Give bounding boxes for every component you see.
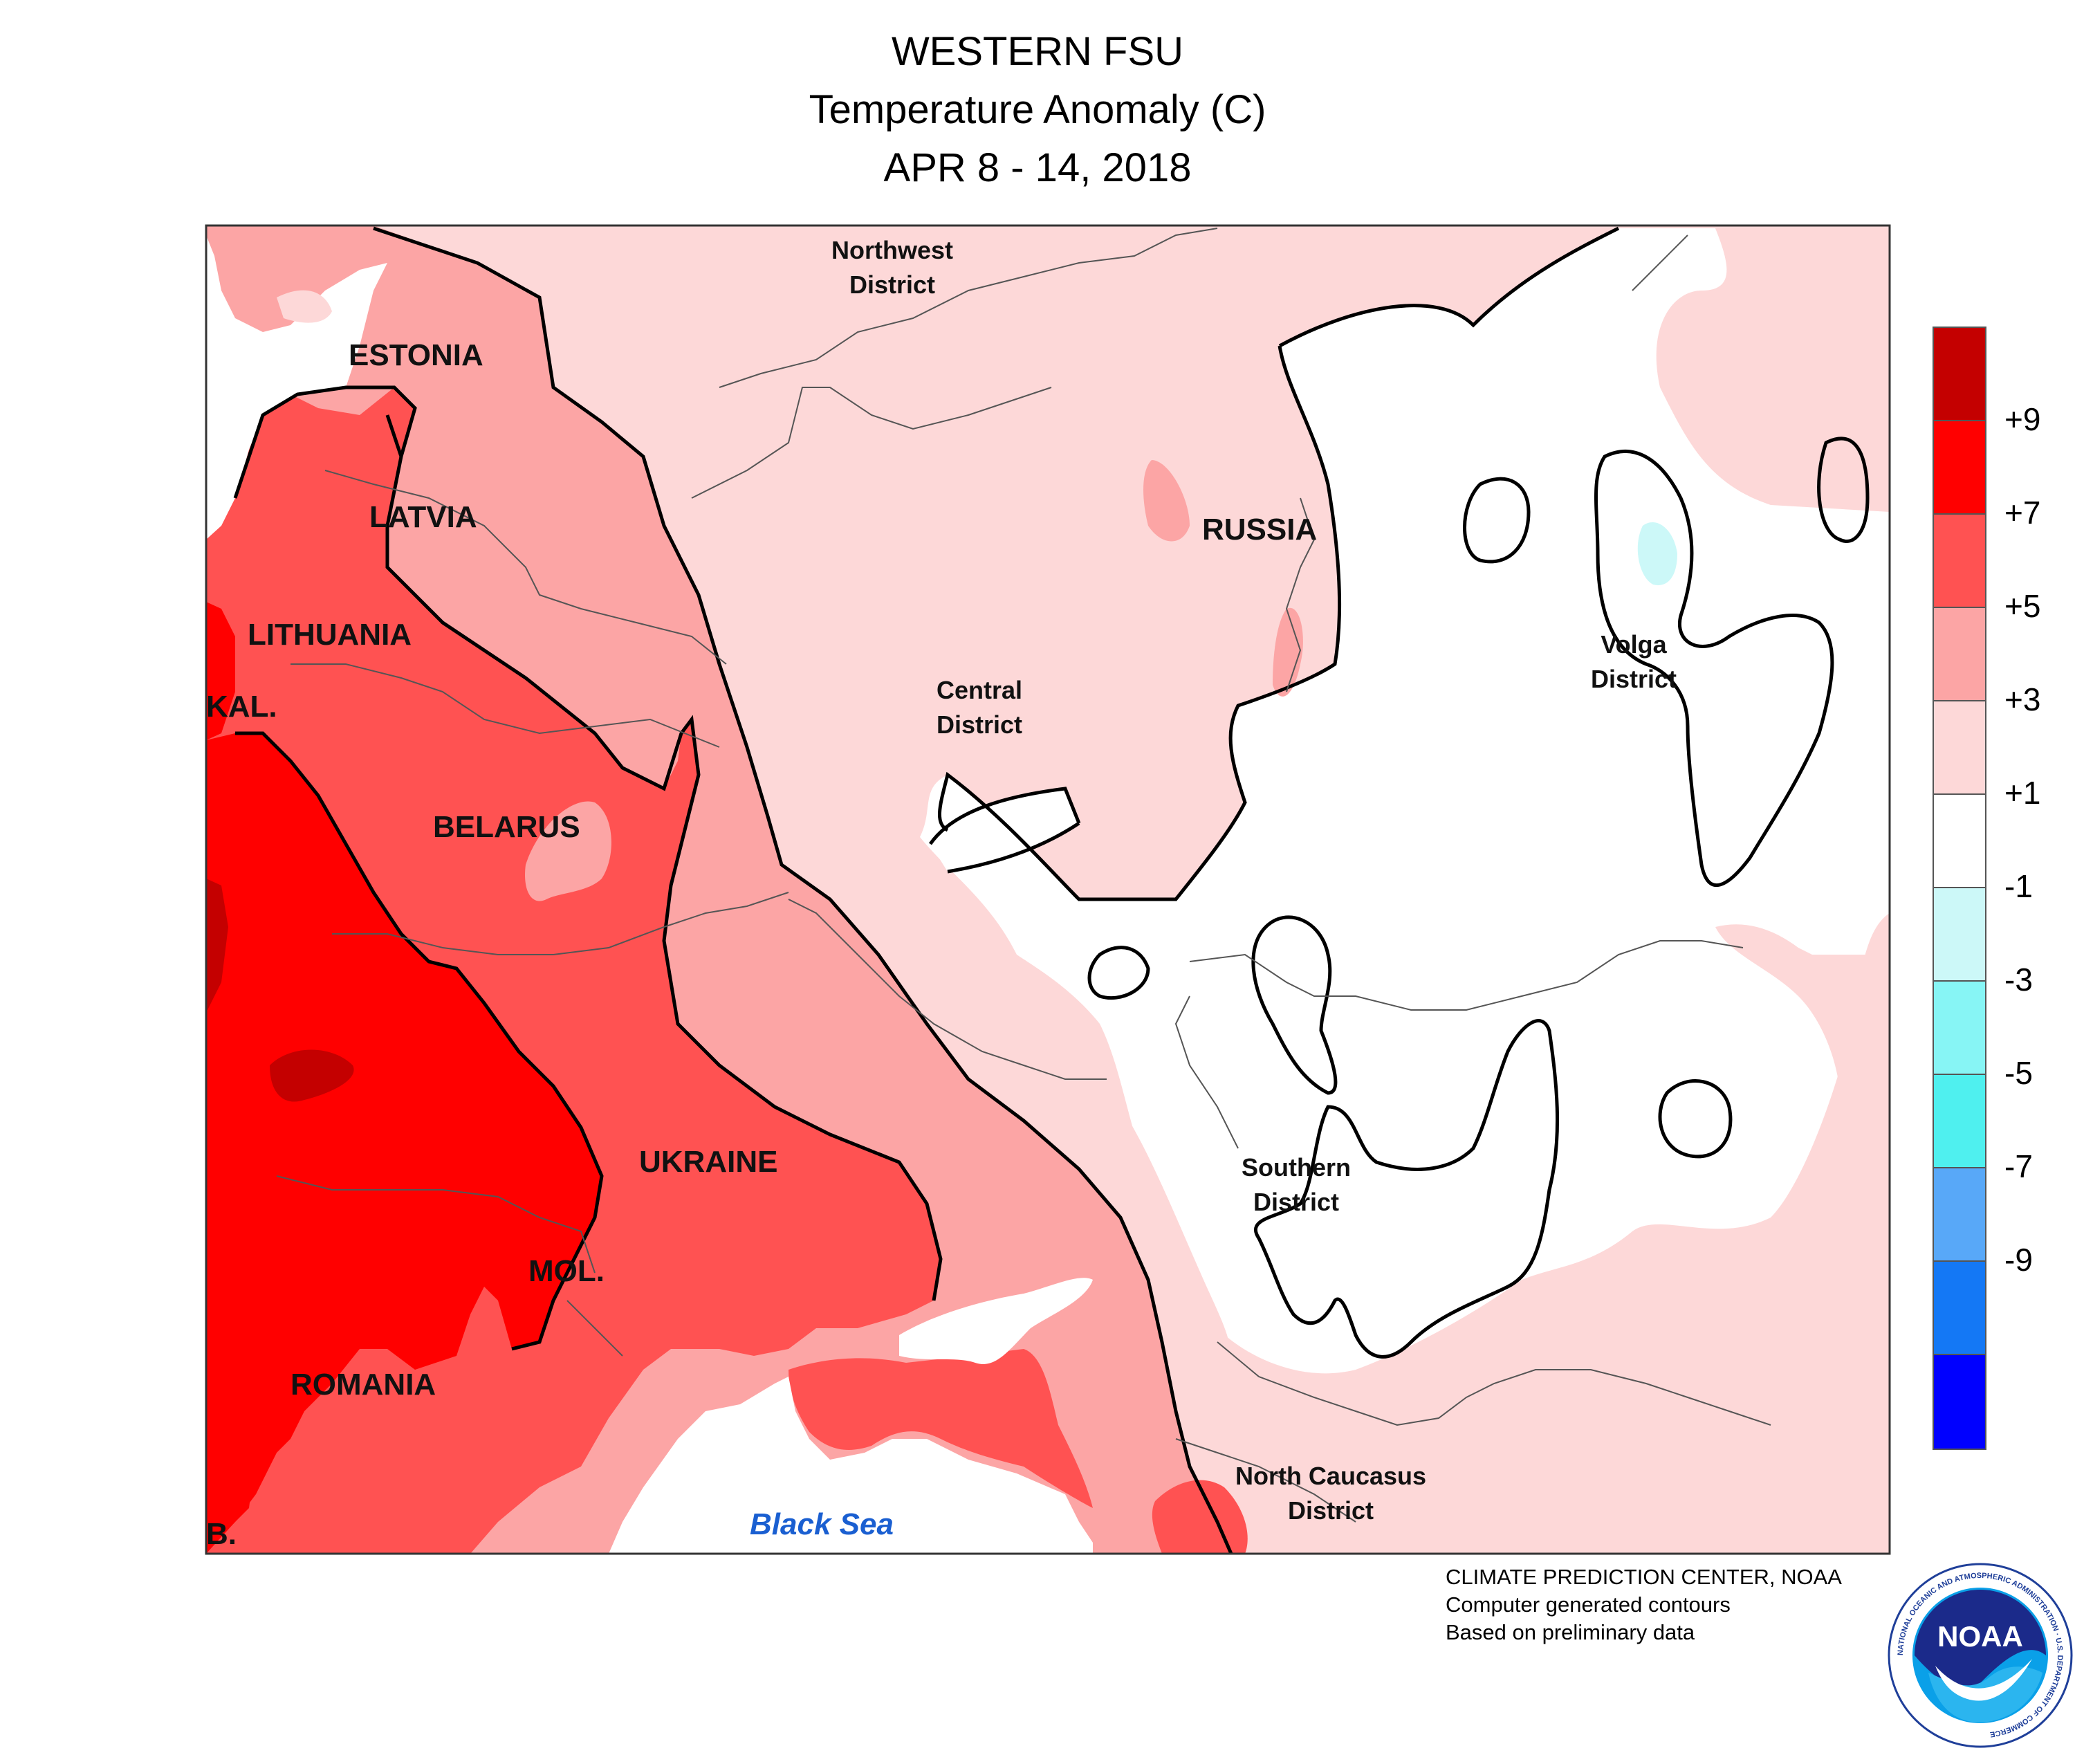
legend-swatch — [1934, 1355, 1985, 1449]
label-southern-district-line1: Southern — [1242, 1153, 1351, 1182]
anomaly-band-plus1-plus3-north — [1701, 301, 1738, 401]
noaa-logo: NOAA NATIONAL OCEANIC AND ATMOSPHERIC AD… — [1888, 1563, 2073, 1748]
map-frame-border — [205, 224, 1891, 1555]
svg-text:NOAA: NOAA — [1937, 1620, 2023, 1653]
legend-tick-label: +9 — [2004, 401, 2041, 437]
label-kaliningrad: KAL. — [206, 690, 277, 724]
anomaly-band-minus1-plus1-west — [930, 789, 1079, 872]
baltic-sea — [206, 235, 387, 540]
map-subtitle: Temperature Anomaly (C) — [809, 87, 1266, 132]
label-southern-district-line2: District — [1253, 1188, 1339, 1216]
map-date-range: APR 8 - 14, 2018 — [883, 145, 1192, 190]
legend-tick-label: +3 — [2004, 681, 2041, 717]
map-fill-layers — [206, 226, 1890, 1554]
anomaly-band-plus3-plus5-belarus — [525, 801, 611, 901]
label-russia: RUSSIA — [1202, 513, 1317, 546]
anomaly-band-minus1-minus3 — [1637, 522, 1677, 585]
credits-line3: Based on preliminary data — [1446, 1620, 1695, 1644]
label-volga-district-line1: Volga — [1601, 630, 1667, 659]
label-serbia: B. — [206, 1517, 237, 1551]
anomaly-band-plus7-plus9-west — [206, 602, 235, 740]
credits: CLIMATE PREDICTION CENTER, NOAA Computer… — [1446, 1563, 1842, 1646]
label-estonia: ESTONIA — [349, 338, 483, 372]
anomaly-band-above-plus9 — [206, 879, 228, 1010]
legend-swatch — [1934, 1262, 1985, 1355]
legend-swatch — [1934, 608, 1985, 701]
legend-swatch — [1934, 328, 1985, 421]
anomaly-band-minus1-plus1 — [920, 228, 1890, 1374]
legend-swatch — [1934, 515, 1985, 608]
credits-line2: Computer generated contours — [1446, 1592, 1731, 1617]
legend-swatch — [1934, 421, 1985, 515]
anomaly-band-plus3-plus5-patch — [1273, 607, 1303, 697]
label-northwest-district-line2: District — [849, 270, 935, 299]
anomaly-band-above-plus9 — [270, 1049, 354, 1102]
label-north-caucasus-district-line2: District — [1288, 1496, 1374, 1525]
label-latvia: LATVIA — [369, 500, 477, 534]
label-lithuania: LITHUANIA — [248, 618, 412, 652]
color-legend — [1933, 327, 1986, 1450]
legend-swatch — [1934, 1075, 1985, 1168]
legend-tick-label: -5 — [2004, 1055, 2033, 1091]
label-belarus: BELARUS — [433, 810, 580, 844]
credits-line1: CLIMATE PREDICTION CENTER, NOAA — [1446, 1565, 1842, 1589]
anomaly-band-plus1-plus3-east — [1660, 924, 1890, 1554]
borders — [276, 228, 1771, 1523]
anomaly-band-plus7-plus9-south — [206, 1425, 256, 1543]
label-northwest-district-line1: Northwest — [831, 236, 953, 264]
legend-swatch — [1934, 982, 1985, 1075]
label-volga-district-line2: District — [1591, 665, 1677, 693]
label-ukraine: UKRAINE — [639, 1145, 777, 1179]
legend-swatch — [1934, 1168, 1985, 1262]
legend-tick-label: +7 — [2004, 495, 2041, 531]
legend-tick-label: -9 — [2004, 1242, 2033, 1278]
anomaly-band-plus3-plus5-patch — [1143, 460, 1190, 542]
island — [277, 290, 332, 323]
label-romania: ROMANIA — [290, 1368, 436, 1402]
legend-tick-label: +1 — [2004, 775, 2041, 811]
legend-swatch — [1934, 701, 1985, 795]
label-central-district-line1: Central — [937, 676, 1022, 704]
legend-swatch — [1934, 795, 1985, 888]
contour-lines — [233, 226, 1870, 1554]
legend-tick-label: +5 — [2004, 588, 2041, 624]
label-central-district-line2: District — [937, 710, 1022, 739]
label-north-caucasus-district-line1: North Caucasus — [1235, 1462, 1426, 1490]
anomaly-band-plus7-plus9 — [206, 733, 602, 1554]
legend-swatch — [1934, 888, 1985, 982]
anomaly-band-plus5-plus7-crimea — [788, 1349, 1093, 1508]
legend-tick-label: -7 — [2004, 1148, 2033, 1184]
legend-tick-label: -1 — [2004, 868, 2033, 904]
map-title: WESTERN FSU — [891, 29, 1184, 74]
label-moldova: MOL. — [528, 1254, 605, 1288]
black-sea — [609, 1377, 1093, 1554]
label-black-sea: Black Sea — [750, 1507, 894, 1541]
legend-tick-label: -3 — [2004, 962, 2033, 998]
sea-of-azov — [899, 1278, 1093, 1364]
